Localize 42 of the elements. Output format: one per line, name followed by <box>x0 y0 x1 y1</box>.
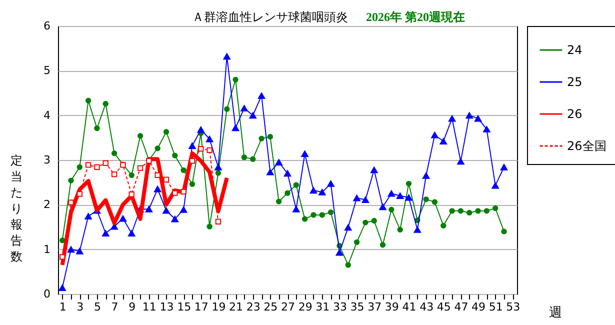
legend-label: 25 <box>567 75 582 89</box>
y-tick-label: 5 <box>44 64 50 78</box>
x-tick-label: 17 <box>194 300 208 314</box>
x-tick-label: 31 <box>316 300 330 314</box>
x-axis-title: 週 <box>549 306 562 320</box>
x-tick-label: 11 <box>142 300 156 314</box>
y-tick-label: 0 <box>44 288 50 300</box>
y-tick-label: 3 <box>44 154 50 166</box>
x-tick-label: 43 <box>420 300 434 314</box>
chart-subtitle: 2026年 第20週現在 <box>366 10 465 24</box>
y-tick-label: 6 <box>44 20 50 32</box>
x-tick-label: 23 <box>246 300 260 314</box>
x-tick-label: 39 <box>384 300 399 314</box>
x-tick-label: 29 <box>298 300 312 314</box>
x-tick-label: 21 <box>229 300 244 314</box>
chart-title: Ａ群溶血性レンサ球菌咽頭炎 <box>192 10 348 24</box>
x-tick-label: 35 <box>350 300 364 314</box>
legend-label: 24 <box>567 43 582 57</box>
x-tick-label: 9 <box>128 300 136 314</box>
x-tick-label: 37 <box>368 300 382 314</box>
x-tick-label: 33 <box>332 300 347 314</box>
x-tick-label: 51 <box>488 300 503 314</box>
x-tick-label: 7 <box>111 300 118 314</box>
y-axis-title: 定当たり報告数 <box>10 154 22 264</box>
legend-label: 26 <box>567 107 582 121</box>
x-tick-label: 1 <box>59 300 66 314</box>
x-tick-label: 49 <box>472 300 486 314</box>
legend-label: 26全国 <box>567 139 606 153</box>
x-tick-label: 25 <box>264 300 278 314</box>
x-tick-label: 41 <box>402 300 416 314</box>
y-tick-label: 2 <box>44 198 50 212</box>
x-tick-label: 13 <box>160 300 174 314</box>
y-tick-label: 4 <box>44 108 50 122</box>
x-tick-label: 45 <box>436 300 451 314</box>
x-tick-label: 5 <box>94 300 101 314</box>
x-tick-label: 47 <box>454 300 468 314</box>
x-tick-label: 19 <box>212 300 226 314</box>
x-tick-label: 27 <box>281 300 295 314</box>
x-tick-label: 53 <box>506 300 520 314</box>
x-tick-label: 15 <box>177 300 192 314</box>
x-tick-label: 3 <box>76 300 84 314</box>
y-tick-label: 1 <box>44 242 50 256</box>
